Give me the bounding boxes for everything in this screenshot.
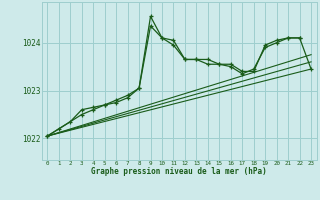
X-axis label: Graphe pression niveau de la mer (hPa): Graphe pression niveau de la mer (hPa) bbox=[91, 167, 267, 176]
